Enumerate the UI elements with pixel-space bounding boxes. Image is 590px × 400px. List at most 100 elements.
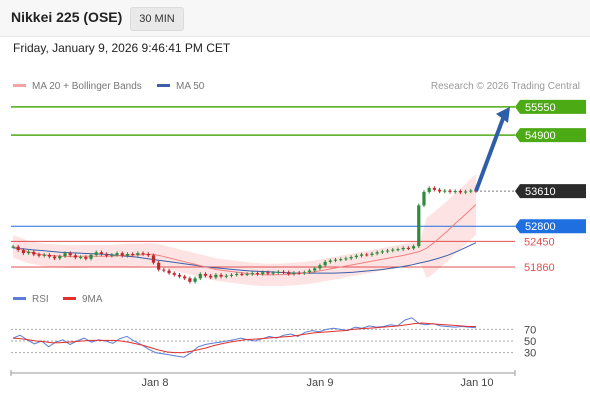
candle-body bbox=[261, 272, 265, 274]
candle-body bbox=[245, 273, 249, 275]
candle-body bbox=[84, 257, 88, 259]
x-tick-label: Jan 9 bbox=[307, 377, 334, 389]
credit-text: Research © 2026 Trading Central bbox=[430, 81, 580, 92]
candle-body bbox=[151, 255, 156, 263]
candle-body bbox=[229, 274, 234, 276]
candle-body bbox=[281, 271, 286, 273]
candle-body bbox=[183, 276, 187, 279]
legend-ma50: MA 50 bbox=[157, 81, 204, 92]
level-label-52450: 52450 bbox=[524, 236, 555, 248]
candle-body bbox=[422, 191, 426, 206]
candle-body bbox=[354, 255, 358, 258]
candle-body bbox=[214, 274, 218, 278]
candle-body bbox=[417, 205, 421, 247]
candle-body bbox=[32, 251, 36, 255]
ma50-swatch bbox=[157, 83, 170, 87]
candle-body bbox=[42, 254, 46, 256]
bollinger-band bbox=[13, 174, 476, 287]
level-label-52800: 52800 bbox=[525, 221, 556, 233]
candle-body bbox=[94, 252, 98, 255]
candle-body bbox=[131, 254, 135, 256]
candle-body bbox=[266, 272, 270, 274]
legend-ma9-label: 9MA bbox=[82, 294, 103, 305]
level-label-51860: 51860 bbox=[524, 262, 555, 274]
candle-body bbox=[27, 251, 31, 254]
level-tag-52800 bbox=[515, 219, 586, 234]
candle-body bbox=[105, 254, 109, 256]
candle-body bbox=[365, 254, 369, 256]
candle-body bbox=[21, 250, 26, 254]
candle-body bbox=[89, 254, 93, 259]
candle-body bbox=[385, 250, 390, 252]
candle-body bbox=[474, 190, 478, 192]
ma9-swatch bbox=[63, 296, 76, 300]
candle-body bbox=[172, 273, 176, 275]
candle-body bbox=[235, 273, 239, 275]
candle-body bbox=[250, 273, 254, 275]
candle-body bbox=[162, 269, 166, 271]
level-tag-55550 bbox=[515, 99, 586, 114]
candle-body bbox=[307, 270, 312, 273]
candle-body bbox=[339, 259, 343, 261]
candle-body bbox=[458, 191, 462, 193]
candle-body bbox=[198, 273, 202, 279]
candle-body bbox=[427, 188, 431, 192]
candle-body bbox=[68, 253, 72, 256]
candle-body bbox=[219, 274, 223, 277]
candle-body bbox=[391, 249, 395, 251]
candle-body bbox=[349, 257, 353, 259]
interval-button[interactable]: 30 MIN bbox=[130, 7, 184, 31]
legend-ma9: 9MA bbox=[63, 294, 103, 305]
rsi-level-label-50: 50 bbox=[524, 336, 536, 348]
candle-body bbox=[333, 259, 338, 261]
candle-body bbox=[141, 253, 145, 255]
candle-body bbox=[401, 247, 405, 250]
candle-body bbox=[73, 255, 78, 258]
candle-body bbox=[370, 253, 374, 255]
candle-body bbox=[115, 253, 119, 255]
instrument-title: Nikkei 225 (OSE) bbox=[11, 9, 123, 25]
candle-body bbox=[276, 271, 280, 273]
level-tag-54900 bbox=[515, 128, 586, 143]
target-arrow-head bbox=[496, 106, 510, 123]
candle-body bbox=[255, 273, 260, 275]
candle-body bbox=[328, 260, 332, 262]
candle-body bbox=[318, 265, 322, 269]
x-tick-label: Jan 10 bbox=[460, 377, 493, 389]
candle-body bbox=[375, 252, 379, 254]
candle-body bbox=[58, 256, 62, 259]
candle-body bbox=[177, 274, 182, 277]
candle-body bbox=[297, 272, 301, 274]
rsi-level-label-70: 70 bbox=[524, 324, 536, 336]
candle-body bbox=[79, 257, 83, 259]
candle-body bbox=[406, 247, 410, 249]
candle-body bbox=[313, 268, 317, 271]
chart-header: Nikkei 225 (OSE) 30 MIN bbox=[0, 0, 590, 37]
candle-body bbox=[453, 191, 457, 193]
rsi-line bbox=[12, 317, 477, 358]
candle-body bbox=[411, 246, 416, 249]
candle-body bbox=[380, 251, 384, 253]
candle-body bbox=[120, 253, 124, 256]
candle-body bbox=[437, 189, 442, 192]
ma50-line bbox=[12, 242, 477, 274]
candle-body bbox=[203, 273, 208, 276]
candle-body bbox=[224, 275, 228, 277]
candle-body bbox=[448, 190, 452, 192]
candle-body bbox=[432, 188, 436, 190]
candle-body bbox=[209, 275, 213, 278]
candle-body bbox=[271, 272, 275, 274]
level-tag-53610 bbox=[515, 184, 586, 199]
candle-body bbox=[469, 190, 473, 192]
target-arrow-shaft bbox=[474, 115, 506, 192]
candle-body bbox=[110, 254, 114, 256]
rsi-swatch bbox=[13, 296, 26, 300]
candle-body bbox=[47, 254, 52, 257]
level-label-54900: 54900 bbox=[525, 130, 556, 142]
candle-body bbox=[16, 246, 20, 251]
candle-body bbox=[157, 262, 161, 270]
candle-body bbox=[302, 272, 306, 274]
candle-body bbox=[136, 253, 140, 255]
candle-body bbox=[240, 273, 244, 275]
